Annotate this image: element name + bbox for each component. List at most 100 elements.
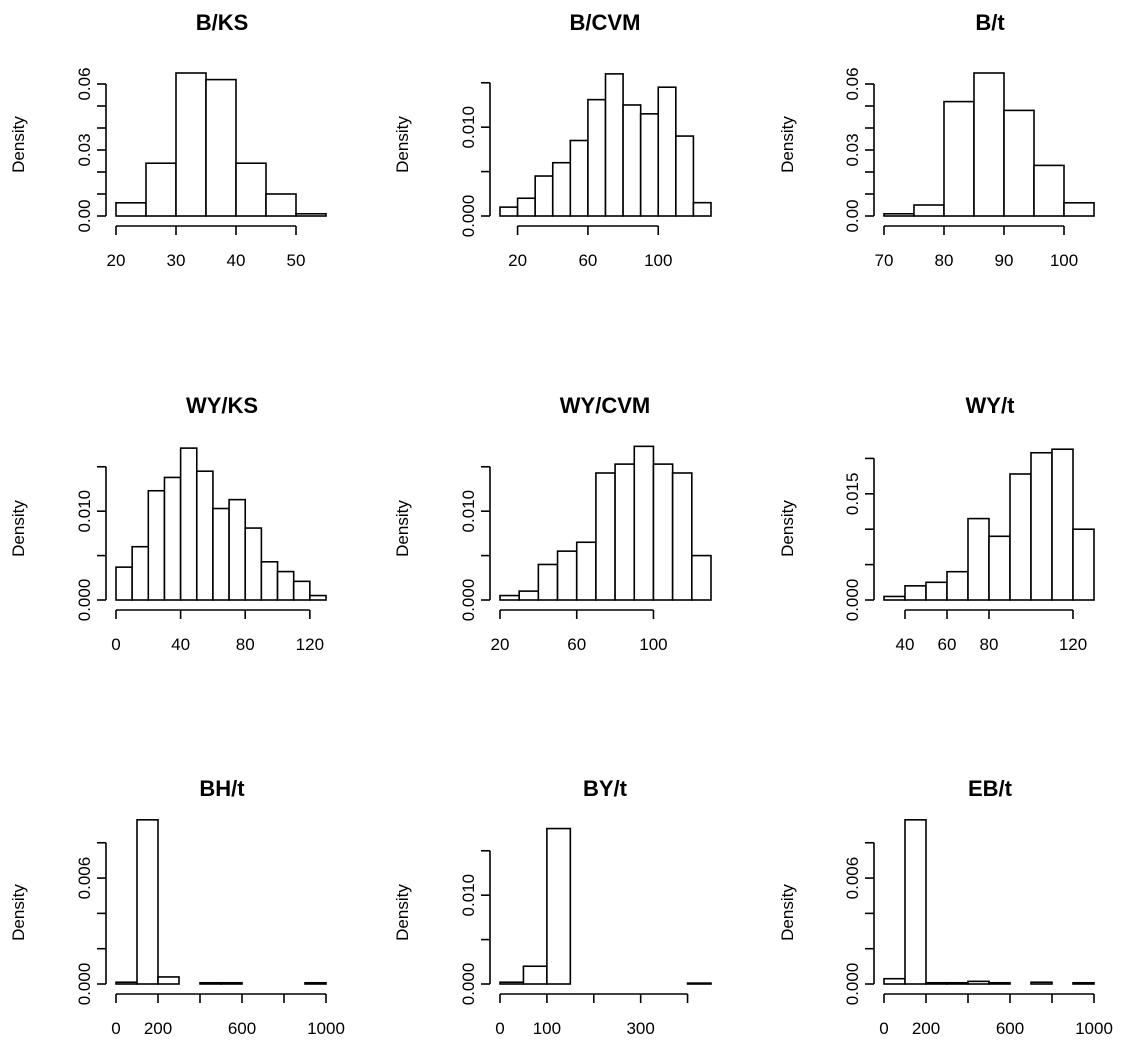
histogram-panel: BY/t Density 0 100 300 0.000 0.010 [393,776,712,1038]
x-tick-label: 60 [938,635,957,654]
histogram-bar [883,595,906,601]
y-axis-label: Density [778,884,797,941]
histogram-bar [1030,451,1053,601]
histogram-bar [145,162,177,217]
y-tick-label: 0.006 [843,857,862,900]
x-tick-label: 20 [107,251,126,270]
y-tick-label: 0.000 [75,579,94,622]
y-tick-label: 0.015 [843,473,862,516]
histogram-bar [946,570,969,601]
y-axis-label: Density [9,500,28,557]
histogram-bar [652,463,674,601]
panel-title: WY/CVM [560,393,650,418]
histogram-bar [657,86,677,217]
x-tick-label: 0 [879,1019,888,1038]
x-tick-label: 40 [171,635,190,654]
histogram-bar [686,982,712,985]
x-tick-label: 200 [912,1019,940,1038]
histogram-bar [614,463,636,601]
y-axis-label: Density [393,500,412,557]
histogram-bar [175,72,207,217]
histogram-bar [1009,473,1032,601]
histogram-bar [1051,448,1074,601]
histogram-bar [967,517,990,601]
histogram-bar [913,204,945,217]
histogram-bar [904,585,927,601]
histogram-bar [569,139,589,217]
x-tick-label: 1000 [307,1019,345,1038]
histogram-bar [537,563,559,601]
histogram-bar [499,981,525,985]
histogram-bar [212,507,230,601]
histogram-bar [1063,202,1095,217]
x-tick-label: 20 [508,251,527,270]
histogram-bar [292,580,311,601]
histogram-bar [671,472,693,601]
y-tick-label: 0.03 [843,133,862,166]
y-tick-label: 0.06 [843,67,862,100]
histogram-bar [946,981,969,985]
x-tick-label: 60 [567,635,586,654]
histogram-bar [622,104,642,217]
histogram-bar [295,213,327,217]
panel-title: B/CVM [570,10,641,35]
histogram-bar [675,135,695,217]
histogram-panel: BH/t Density 0 200 600 1000 0.000 0.006 [9,776,345,1038]
x-tick-label: 0 [111,1019,120,1038]
x-tick-label: 600 [228,1019,256,1038]
histogram-bar [604,73,624,217]
x-tick-label: 30 [167,251,186,270]
x-tick-label: 100 [1050,251,1078,270]
histogram-bar [595,472,616,601]
histogram-bar [115,202,147,217]
x-tick-label: 1000 [1075,1019,1113,1038]
y-axis-label: Density [393,116,412,173]
y-tick-label: 0.000 [75,963,94,1006]
y-tick-label: 0.03 [75,133,94,166]
x-tick-label: 120 [296,635,324,654]
histogram-bar [147,489,166,601]
histogram-bar [276,570,295,601]
x-tick-label: 50 [287,251,306,270]
histogram-bar [883,213,915,217]
y-axis-label: Density [778,500,797,557]
y-tick-label: 0.000 [459,579,478,622]
histogram-bar [179,447,198,601]
x-tick-label: 80 [935,251,954,270]
histogram-panel: EB/t Density 0 200 600 1000 0.000 0.006 [778,776,1113,1038]
histogram-bar [228,498,247,601]
histogram-bar [904,819,927,985]
histogram-bar [1072,981,1095,985]
histogram-bar [131,545,150,601]
y-axis-label: Density [778,116,797,173]
x-tick-label: 20 [491,635,510,654]
histogram-bar [1003,109,1035,217]
histogram-panel: WY/KS Density 0 40 80 120 0.000 0.010 [9,393,327,654]
histogram-panel: B/CVM Density 20 60 100 0.000 0.010 [393,10,712,270]
y-tick-label: 0.000 [843,963,862,1006]
histogram-bar [692,201,712,217]
histogram-bar [1072,528,1095,601]
histogram-bar [136,819,159,985]
y-tick-label: 0.010 [459,874,478,917]
y-tick-label: 0.006 [75,857,94,900]
histogram-bar [967,980,990,985]
histogram-panel: WY/t Density 40 60 80 120 0.000 0.015 [778,393,1095,654]
x-tick-label: 120 [1059,635,1087,654]
y-tick-label: 0.000 [459,195,478,238]
x-tick-label: 80 [980,635,999,654]
y-tick-label: 0.00 [843,199,862,232]
histogram-bar [522,965,548,985]
panel-title: BH/t [199,776,245,801]
panel-title: EB/t [968,776,1013,801]
x-tick-label: 100 [644,251,672,270]
histogram-bar [195,470,214,601]
histogram-bar [639,113,660,217]
histogram-bar [115,981,138,985]
histogram-bar [925,981,948,985]
panel-title: BY/t [583,776,628,801]
y-tick-label: 0.010 [459,106,478,149]
x-tick-label: 90 [995,251,1014,270]
y-axis-label: Density [393,884,412,941]
